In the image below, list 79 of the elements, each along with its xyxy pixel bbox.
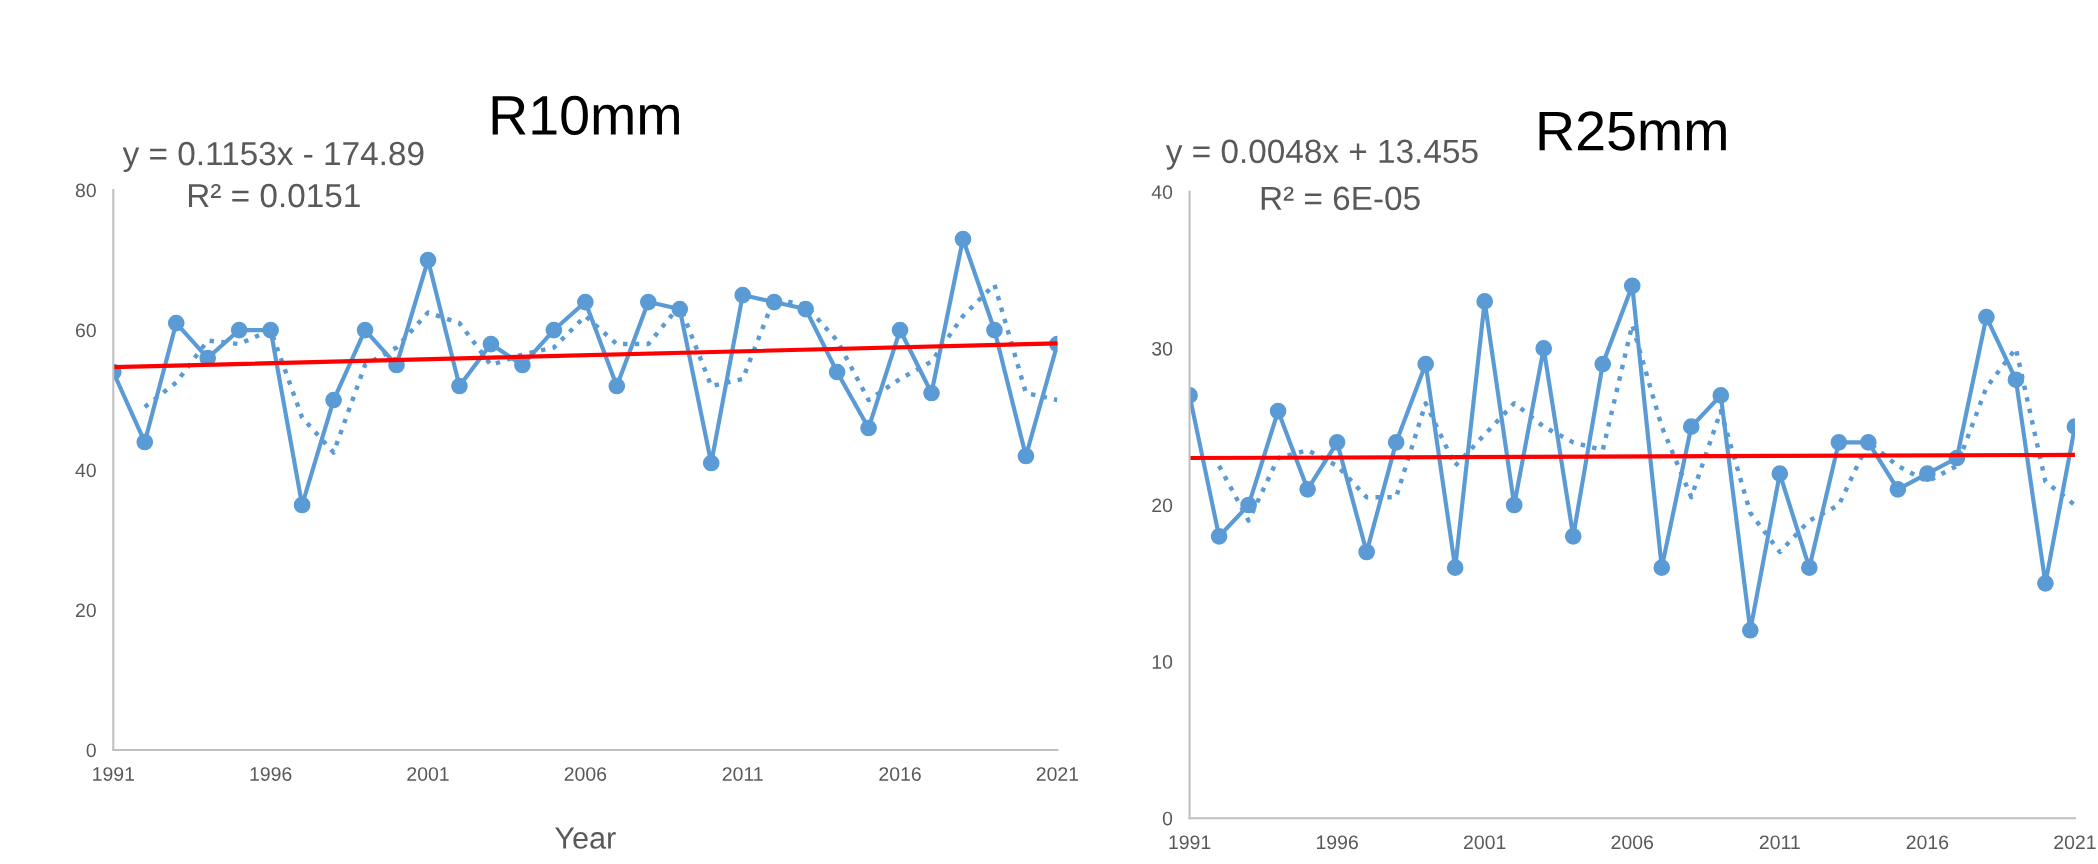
- point: [230, 321, 248, 339]
- annotation: R² = 0.0151: [188, 183, 360, 208]
- point: [1653, 559, 1671, 576]
- point: [923, 384, 940, 402]
- point: [734, 286, 752, 304]
- x-tick-label: 1996: [1316, 835, 1358, 850]
- point: [2007, 371, 2025, 389]
- point: [451, 377, 468, 395]
- x-tick-label: 1991: [1169, 835, 1211, 850]
- point: [1269, 402, 1287, 420]
- point: [1564, 527, 1582, 545]
- point: [1387, 434, 1405, 451]
- point: [986, 321, 1003, 339]
- point: [514, 356, 531, 374]
- point: [1505, 496, 1523, 514]
- chart-title: R25mm: [1539, 111, 1726, 151]
- y-tick-label: 20: [1152, 498, 1173, 513]
- x-tick-label: 1996: [250, 767, 292, 781]
- y-tick-label: 60: [75, 323, 96, 338]
- point: [1830, 434, 1848, 451]
- point: [1623, 277, 1641, 295]
- point: [860, 419, 877, 437]
- point: [1299, 481, 1316, 498]
- x-tick-label: 2011: [1759, 835, 1800, 850]
- x-tick-label: 2001: [407, 767, 449, 781]
- point: [1358, 543, 1375, 561]
- annotation: R² = 6E-05: [1261, 186, 1420, 211]
- point: [1771, 465, 1789, 483]
- point: [1682, 418, 1700, 436]
- point: [167, 314, 185, 332]
- x-tick-label: 2006: [1611, 835, 1654, 850]
- point: [577, 293, 594, 311]
- x-tick-label: 2016: [1906, 835, 1949, 850]
- x-tick-label: 2006: [564, 767, 607, 781]
- point: [608, 377, 626, 395]
- point: [482, 335, 500, 353]
- y-tick-label: 10: [1152, 655, 1173, 669]
- point: [1800, 559, 1818, 576]
- y-tick-label: 40: [1151, 185, 1173, 200]
- text: y = 0.0048x + 13.455: [1165, 139, 1478, 170]
- x-tick-label: 1991: [93, 767, 134, 781]
- point: [1712, 387, 1730, 404]
- x-axis-title: Year: [555, 827, 616, 849]
- point: [1017, 447, 1035, 465]
- point: [1535, 340, 1553, 357]
- point: [136, 433, 154, 451]
- y-tick-label: 20: [75, 603, 96, 618]
- point: [702, 454, 720, 472]
- point: [954, 230, 972, 248]
- point: [828, 363, 846, 381]
- point: [1889, 481, 1907, 498]
- point: [1210, 527, 1228, 545]
- chart-title: R10mm: [492, 95, 679, 136]
- point: [293, 496, 311, 514]
- point: [891, 321, 909, 339]
- y-tick-label: 30: [1152, 341, 1173, 356]
- x-tick-label: 2021: [1036, 767, 1079, 781]
- point: [1741, 621, 1759, 639]
- point: [1417, 355, 1435, 373]
- x-tick-label: 2001: [1464, 835, 1506, 850]
- point: [639, 293, 657, 311]
- x-tick-label: 2021: [2054, 835, 2096, 850]
- point: [356, 321, 374, 339]
- point: [1978, 308, 1995, 326]
- x-tick-label: 2016: [879, 767, 921, 781]
- y-tick-label: 80: [75, 183, 96, 198]
- point: [2037, 574, 2054, 592]
- y-tick-label: 0: [86, 743, 96, 758]
- point: [1594, 355, 1612, 373]
- point: [1328, 434, 1346, 451]
- point: [325, 391, 342, 409]
- point: [1476, 293, 1494, 310]
- point: [545, 321, 563, 339]
- point: [419, 251, 437, 269]
- y-tick-label: 40: [75, 463, 96, 478]
- point: [1446, 559, 1464, 576]
- y-tick-label: 0: [1162, 811, 1173, 826]
- x-tick-label: 2011: [722, 767, 763, 781]
- text: y = 0.1153x - 174.89: [122, 141, 424, 173]
